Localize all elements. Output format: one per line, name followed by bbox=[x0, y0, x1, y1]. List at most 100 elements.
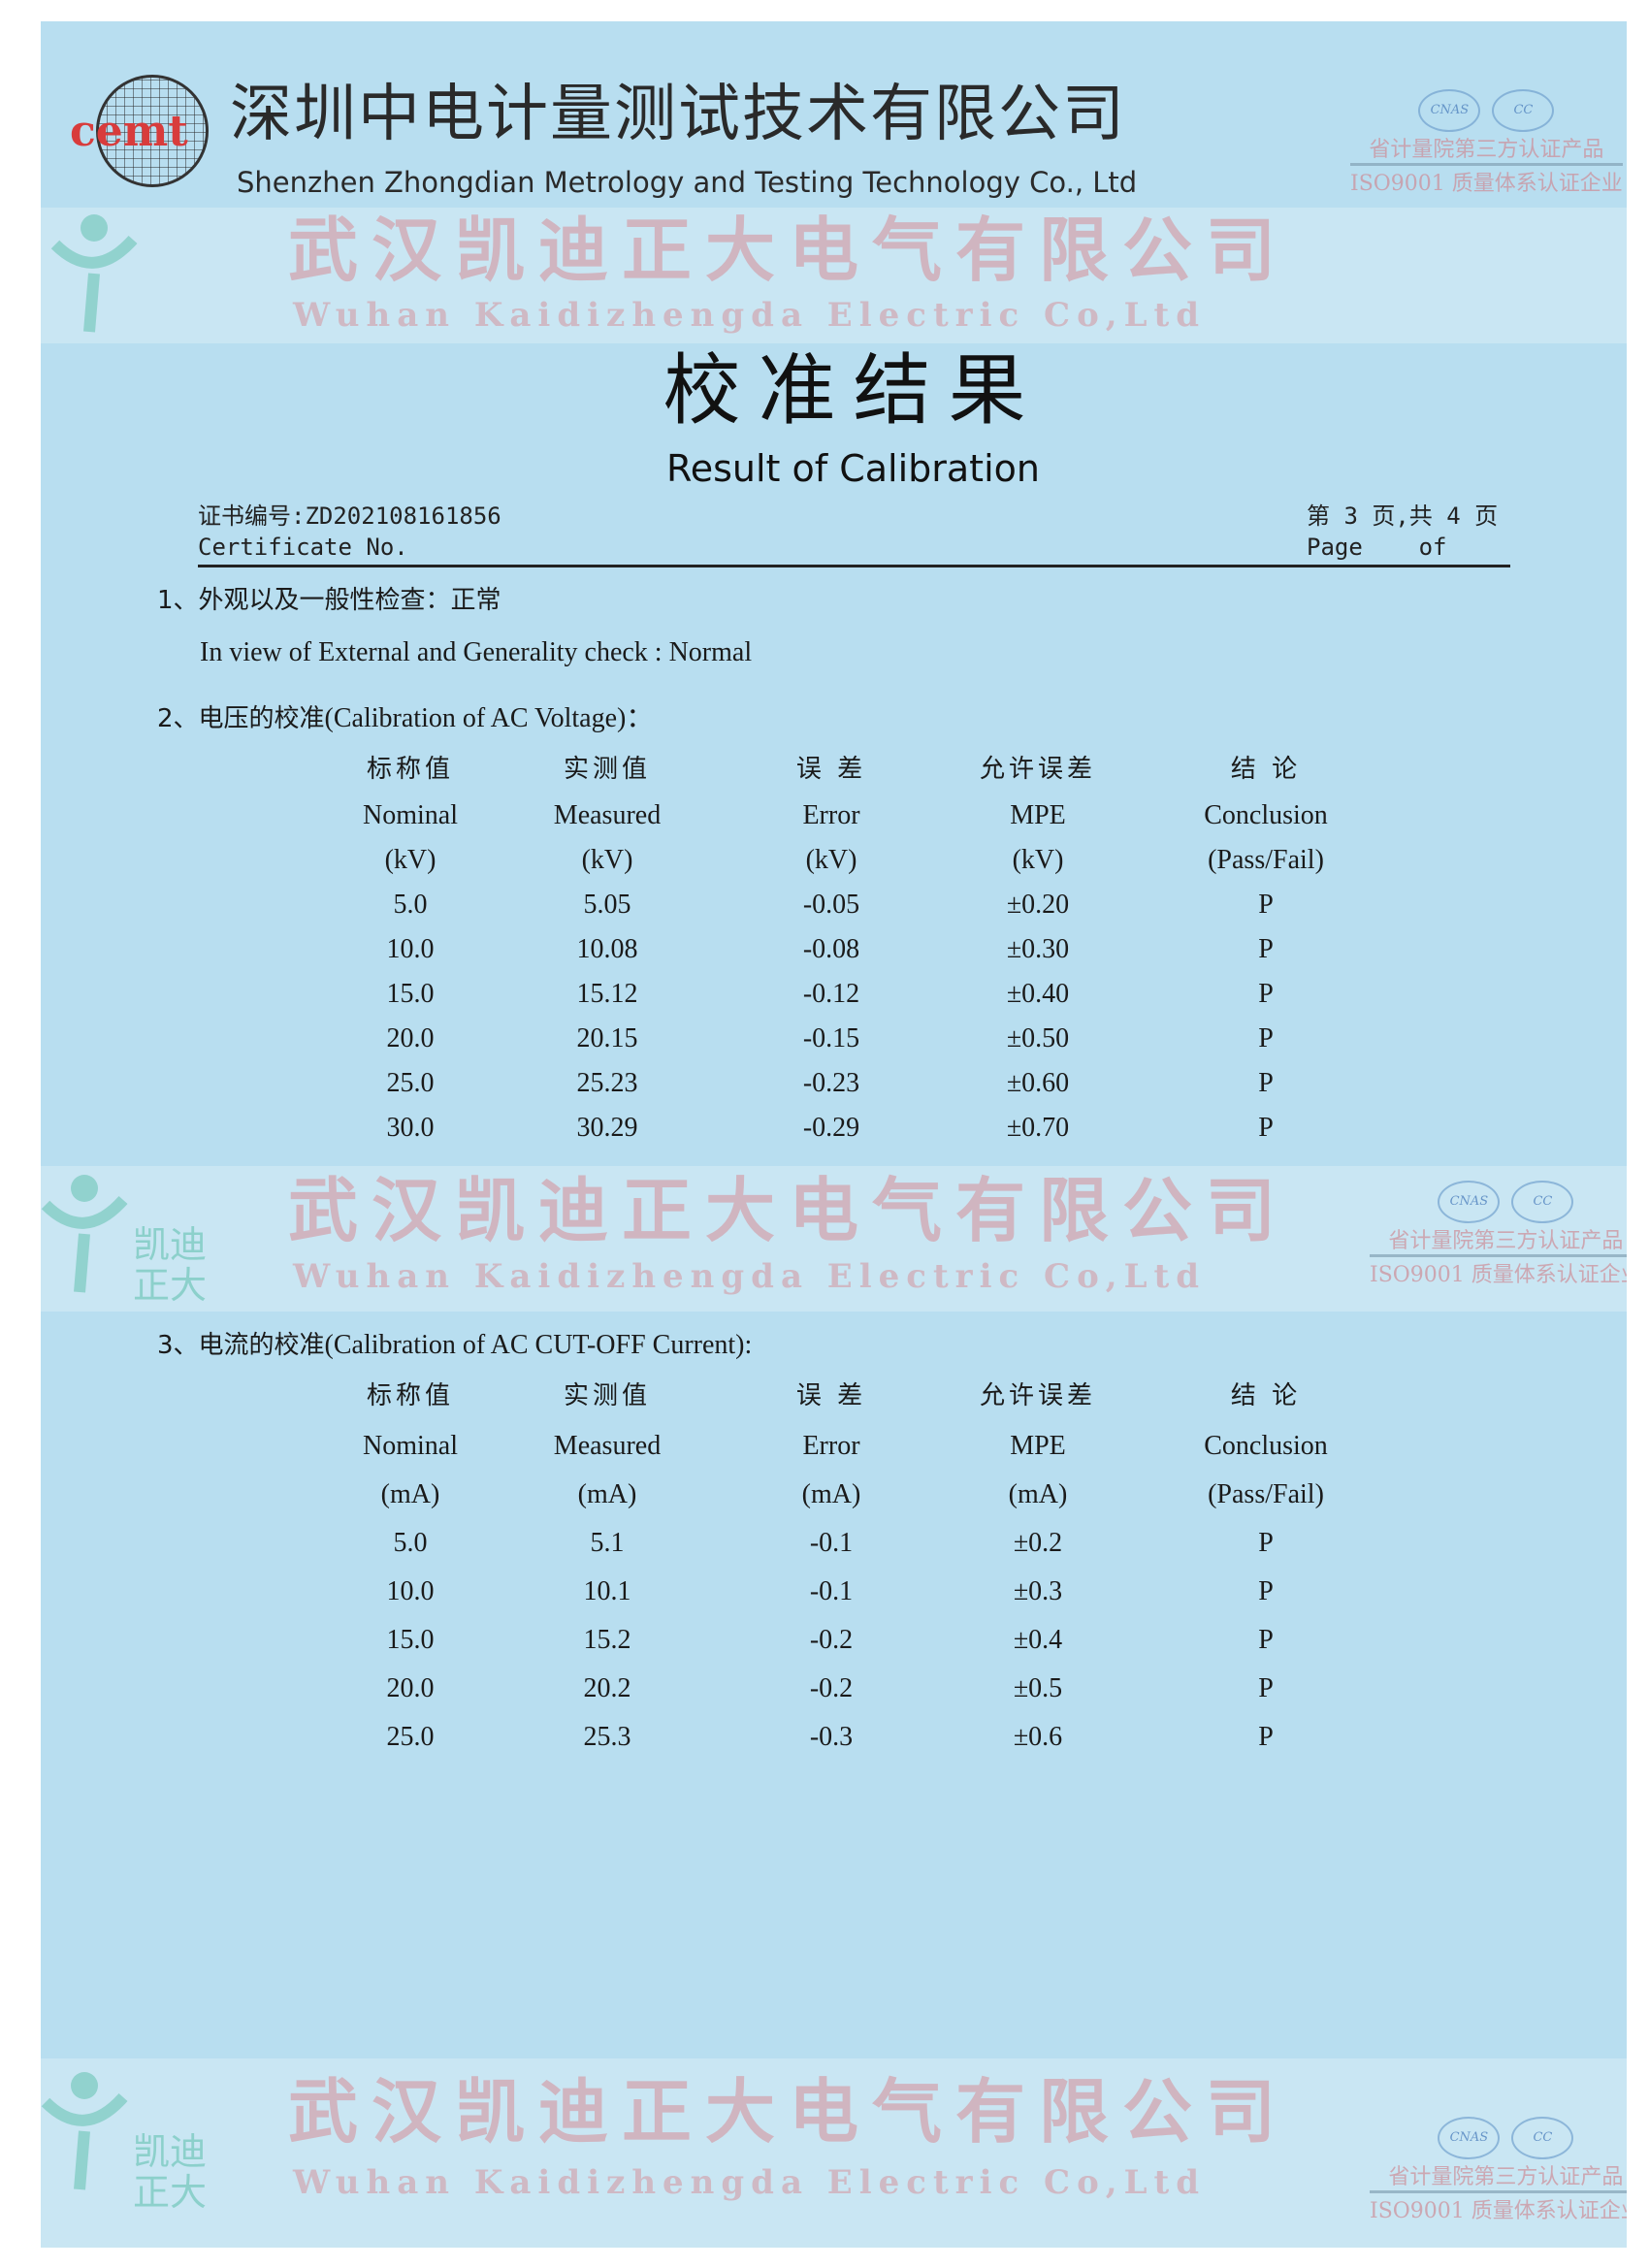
cnas-badge-icon: CNAS bbox=[1418, 89, 1481, 132]
cc-badge-icon: CC bbox=[1511, 1181, 1574, 1223]
watermark-band-bottom bbox=[41, 2058, 1627, 2248]
table-cell: 20.15 bbox=[576, 1023, 638, 1053]
table-cell: P bbox=[1258, 1576, 1274, 1606]
table-header-cell: (mA) bbox=[801, 1479, 861, 1509]
table-header-cell: (kV) bbox=[581, 845, 633, 875]
table-header-cell: (Pass/Fail) bbox=[1208, 845, 1324, 875]
table-header-cell: 标称值 bbox=[366, 1381, 454, 1410]
table-cell: 25.3 bbox=[583, 1722, 631, 1752]
table-cell: 20.2 bbox=[583, 1673, 631, 1703]
table-cell: 25.0 bbox=[386, 1068, 435, 1098]
table-cell: ±0.5 bbox=[1013, 1673, 1063, 1703]
table-cell: -0.3 bbox=[809, 1722, 854, 1752]
table-cell: 15.0 bbox=[386, 979, 435, 1009]
table-cell: -0.2 bbox=[809, 1625, 854, 1655]
table-cell: 20.0 bbox=[386, 1673, 435, 1703]
table-cell: ±0.3 bbox=[1013, 1576, 1063, 1606]
table-cell: 10.0 bbox=[386, 1576, 435, 1606]
watermark-company-en: Wuhan Kaidizhengda Electric Co,Ltd bbox=[293, 296, 1207, 335]
cnas-badge-icon: CNAS bbox=[1438, 1181, 1501, 1223]
table-cell: -0.2 bbox=[809, 1673, 854, 1703]
table-cell: P bbox=[1258, 934, 1274, 964]
section3-heading-en: (Calibration of AC CUT-OFF Current): bbox=[324, 1330, 753, 1360]
table-cell: P bbox=[1258, 1722, 1274, 1752]
watermark-company-cn: 武汉凯迪正大电气有限公司 bbox=[288, 1169, 1290, 1251]
table-cell: 5.05 bbox=[583, 890, 631, 920]
table-cell: ±0.50 bbox=[1006, 1023, 1070, 1053]
section1-heading-text: 1、外观以及一般性检查：正常 bbox=[157, 586, 501, 615]
table-header-cell: 实测值 bbox=[563, 1381, 651, 1410]
cc-badge-icon: CC bbox=[1511, 2117, 1574, 2159]
table-cell: P bbox=[1258, 1673, 1274, 1703]
section2-heading: 2、电压的校准(Calibration of AC Voltage)： bbox=[157, 702, 653, 735]
table-cell: -0.15 bbox=[802, 1023, 860, 1053]
section3-heading: 3、电流的校准(Calibration of AC CUT-OFF Curren… bbox=[157, 1329, 752, 1362]
page-number-cn: 第 3 页,共 4 页 bbox=[1307, 502, 1499, 530]
watermark-cert-block: CNAS CC 省计量院第三方认证产品 ISO9001 质量体系认证企业 bbox=[1370, 1181, 1627, 1288]
watermark-cert-line2: ISO9001 质量体系认证企业 bbox=[1370, 2190, 1627, 2224]
cnas-badge-icon: CNAS bbox=[1438, 2117, 1501, 2159]
table-cell: 20.0 bbox=[386, 1023, 435, 1053]
table-header-cell: (mA) bbox=[577, 1479, 637, 1509]
table-cell: 30.29 bbox=[576, 1113, 638, 1143]
table-cell: P bbox=[1258, 979, 1274, 1009]
table-cell: 5.0 bbox=[393, 890, 428, 920]
table-cell: P bbox=[1258, 890, 1274, 920]
table-header-cell: 结 论 bbox=[1230, 1381, 1302, 1410]
table-cell: ±0.20 bbox=[1006, 890, 1070, 920]
table-header-cell: MPE bbox=[1010, 800, 1066, 830]
table-cell: 15.2 bbox=[583, 1625, 631, 1655]
table-cell: P bbox=[1258, 1023, 1274, 1053]
table-cell: P bbox=[1258, 1113, 1274, 1143]
table-header-cell: 误 差 bbox=[795, 755, 867, 784]
table-cell: 10.0 bbox=[386, 934, 435, 964]
certificate-label-en: Certificate No. bbox=[198, 534, 408, 561]
watermark-cert-line2: ISO9001 质量体系认证企业 bbox=[1350, 163, 1623, 197]
page-title-en: Result of Calibration bbox=[666, 447, 1040, 490]
table-header-cell: Conclusion bbox=[1204, 1431, 1328, 1461]
table-header-cell: Error bbox=[802, 1431, 860, 1461]
page-number-en: Page of bbox=[1307, 534, 1447, 561]
table-cell: -0.05 bbox=[802, 890, 860, 920]
table-cell: 10.08 bbox=[576, 934, 638, 964]
table-cell: 15.12 bbox=[576, 979, 638, 1009]
cemt-logo: cemt bbox=[70, 107, 188, 156]
table-header-cell: 实测值 bbox=[563, 755, 651, 784]
table-header-cell: 允许误差 bbox=[979, 1381, 1096, 1410]
watermark-logo-icon bbox=[50, 214, 138, 333]
table-cell: P bbox=[1258, 1625, 1274, 1655]
table-cell: 5.0 bbox=[393, 1528, 428, 1558]
watermark-logo-icon bbox=[41, 1175, 128, 1293]
watermark-cert-line1: 省计量院第三方认证产品 bbox=[1388, 1229, 1624, 1253]
table-header-cell: Error bbox=[802, 800, 860, 830]
table-header-cell: MPE bbox=[1010, 1431, 1066, 1461]
section3-heading-cn: 3、电流的校准 bbox=[157, 1331, 325, 1360]
watermark-band-middle bbox=[41, 1166, 1627, 1312]
header-divider bbox=[198, 565, 1510, 567]
table-cell: ±0.6 bbox=[1013, 1722, 1063, 1752]
table-cell: ±0.2 bbox=[1013, 1528, 1063, 1558]
certificate-number-row: 证书编号:ZD202108161856 bbox=[198, 502, 501, 531]
table-header-cell: Nominal bbox=[363, 1431, 458, 1461]
company-name-en: Shenzhen Zhongdian Metrology and Testing… bbox=[237, 166, 1138, 199]
page-title-cn: 校准结果 bbox=[663, 345, 1044, 436]
section1-english: In view of External and Generality check… bbox=[200, 637, 753, 667]
table-header-cell: 允许误差 bbox=[979, 755, 1096, 784]
certificate-page: 武汉凯迪正大电气有限公司 Wuhan Kaidizhengda Electric… bbox=[41, 21, 1627, 2248]
section1-heading: 1、外观以及一般性检查：正常 bbox=[157, 584, 501, 617]
watermark-company-en: Wuhan Kaidizhengda Electric Co,Ltd bbox=[293, 1257, 1207, 1296]
table-header-cell: (kV) bbox=[1012, 845, 1064, 875]
table-header-cell: (mA) bbox=[1008, 1479, 1068, 1509]
watermark-cert-line2: ISO9001 质量体系认证企业 bbox=[1370, 1254, 1627, 1288]
table-cell: P bbox=[1258, 1068, 1274, 1098]
globe-logo-icon bbox=[96, 75, 209, 187]
table-header-cell: 结 论 bbox=[1230, 755, 1302, 784]
table-cell: ±0.60 bbox=[1006, 1068, 1070, 1098]
table-cell: 15.0 bbox=[386, 1625, 435, 1655]
table-cell: -0.23 bbox=[802, 1068, 860, 1098]
watermark-cert-line1: 省计量院第三方认证产品 bbox=[1388, 2165, 1624, 2189]
watermark-cert-block: CNAS CC 省计量院第三方认证产品 ISO9001 质量体系认证企业 bbox=[1350, 89, 1623, 197]
table-header-cell: (mA) bbox=[380, 1479, 440, 1509]
watermark-band-top bbox=[41, 208, 1627, 343]
table-header-cell: Conclusion bbox=[1204, 800, 1328, 830]
